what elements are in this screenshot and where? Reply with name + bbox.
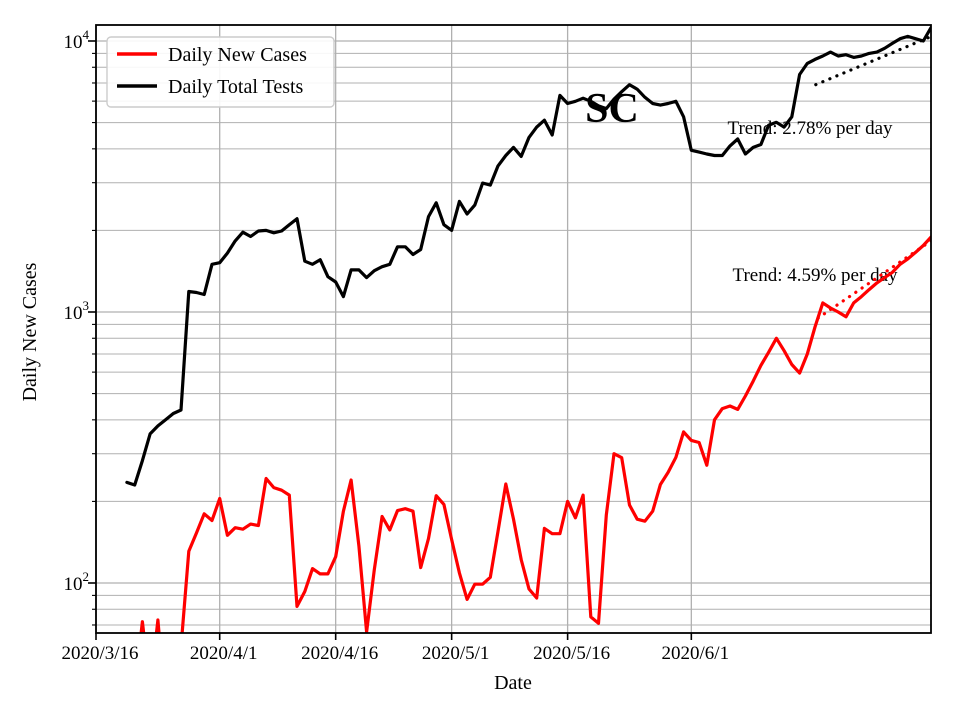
- plot-frame: [95, 24, 932, 634]
- x-tick-label: 2020/6/1: [662, 643, 730, 664]
- series-line-daily-new-cases: [139, 235, 931, 633]
- x-tick-label: 2020/3/16: [61, 643, 138, 664]
- y-axis-label: Daily New Cases: [19, 262, 41, 401]
- trend-annotation-new-cases: Trend: 4.59% per day: [733, 265, 898, 286]
- y-tick-exponent: 4: [83, 27, 90, 42]
- legend-label-new-cases: Daily New Cases: [168, 44, 307, 66]
- x-tick-label: 2020/5/1: [422, 643, 490, 664]
- x-tick-label: 2020/5/16: [533, 643, 610, 664]
- y-tick-exponent: 3: [83, 298, 90, 313]
- axes-frame-and-ticks: 2020/3/16 2020/4/1 2020/4/16 2020/5/1 2020/5…: [61, 24, 932, 664]
- x-tick-label: 2020/4/16: [301, 643, 378, 664]
- x-tick-label: 2020/4/1: [190, 643, 258, 664]
- legend-label-total-tests: Daily Total Tests: [168, 76, 304, 98]
- state-watermark: SC: [585, 86, 639, 132]
- legend: Daily New Cases Daily Total Tests: [106, 36, 335, 108]
- trend-dotted-lines: [814, 34, 931, 320]
- legend-box: [106, 36, 335, 108]
- trend-line-daily-total-tests: [814, 34, 931, 87]
- y-tick-label: 102: [64, 569, 90, 595]
- x-axis-label: Date: [494, 672, 532, 694]
- data-series: [125, 26, 931, 633]
- trend-line-daily-new-cases: [816, 238, 931, 320]
- trend-annotation-total-tests: Trend: 2.78% per day: [728, 118, 893, 139]
- y-tick-exponent: 2: [83, 569, 90, 584]
- series-line-daily-total-tests: [125, 26, 931, 487]
- y-tick-label: 103: [64, 298, 90, 324]
- grid-lines: [95, 25, 931, 633]
- y-tick-label: 104: [64, 27, 90, 53]
